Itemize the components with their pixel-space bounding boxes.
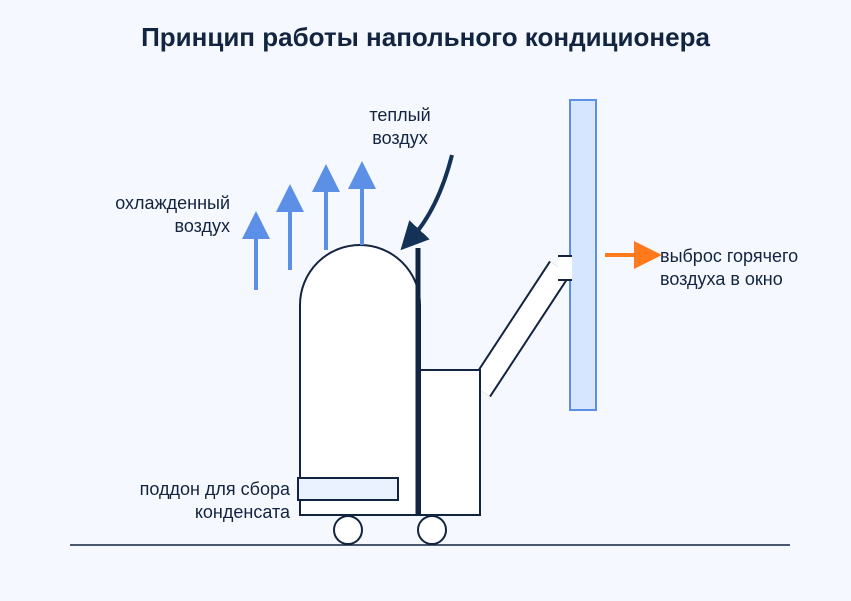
diagram-canvas: Принцип работы напольного кондиционера т… xyxy=(0,0,851,601)
diagram-svg xyxy=(0,0,851,601)
